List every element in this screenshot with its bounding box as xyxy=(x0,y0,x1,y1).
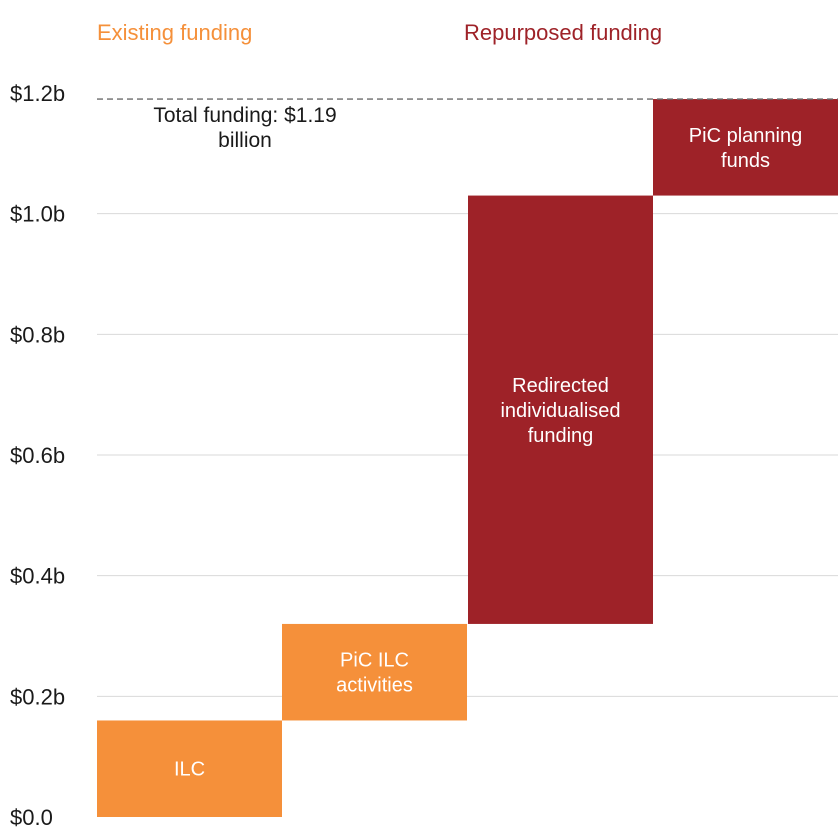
bar-label-2: Redirected individualised funding xyxy=(500,375,620,447)
y-axis-ticks: $0.0 $0.2b $0.4b $0.6b $0.8b $1.0b $1.2b xyxy=(10,81,65,830)
group-labels: Existing funding Repurposed funding xyxy=(97,20,662,45)
bar-label-1: PiC ILC activities xyxy=(336,650,413,697)
group-label-1: Repurposed funding xyxy=(464,20,662,45)
group-label-0: Existing funding xyxy=(97,20,252,45)
bar-1 xyxy=(282,623,467,721)
y-tick-label-4: $0.8b xyxy=(10,322,65,347)
y-tick-label-2: $0.4b xyxy=(10,564,65,589)
bars xyxy=(97,99,838,817)
bar-2 xyxy=(468,195,653,624)
bar-label-3: PiC planning funds xyxy=(689,125,802,172)
bar-label-0: ILC xyxy=(174,759,205,781)
bar-3 xyxy=(653,99,838,196)
gridlines xyxy=(97,213,838,697)
y-tick-label-3: $0.6b xyxy=(10,443,65,468)
y-tick-label-5: $1.0b xyxy=(10,202,65,227)
bar-labels: ILC PiC ILC activities Redirected individual… xyxy=(174,125,802,781)
bar-0 xyxy=(97,720,282,817)
y-tick-label-6: $1.2b xyxy=(10,81,65,106)
y-tick-label-1: $0.2b xyxy=(10,684,65,709)
total-label: Total funding: $1.19 billion xyxy=(153,104,336,152)
total-annotation: Total funding: $1.19 billion xyxy=(97,98,838,152)
y-tick-label-0: $0.0 xyxy=(10,805,53,830)
